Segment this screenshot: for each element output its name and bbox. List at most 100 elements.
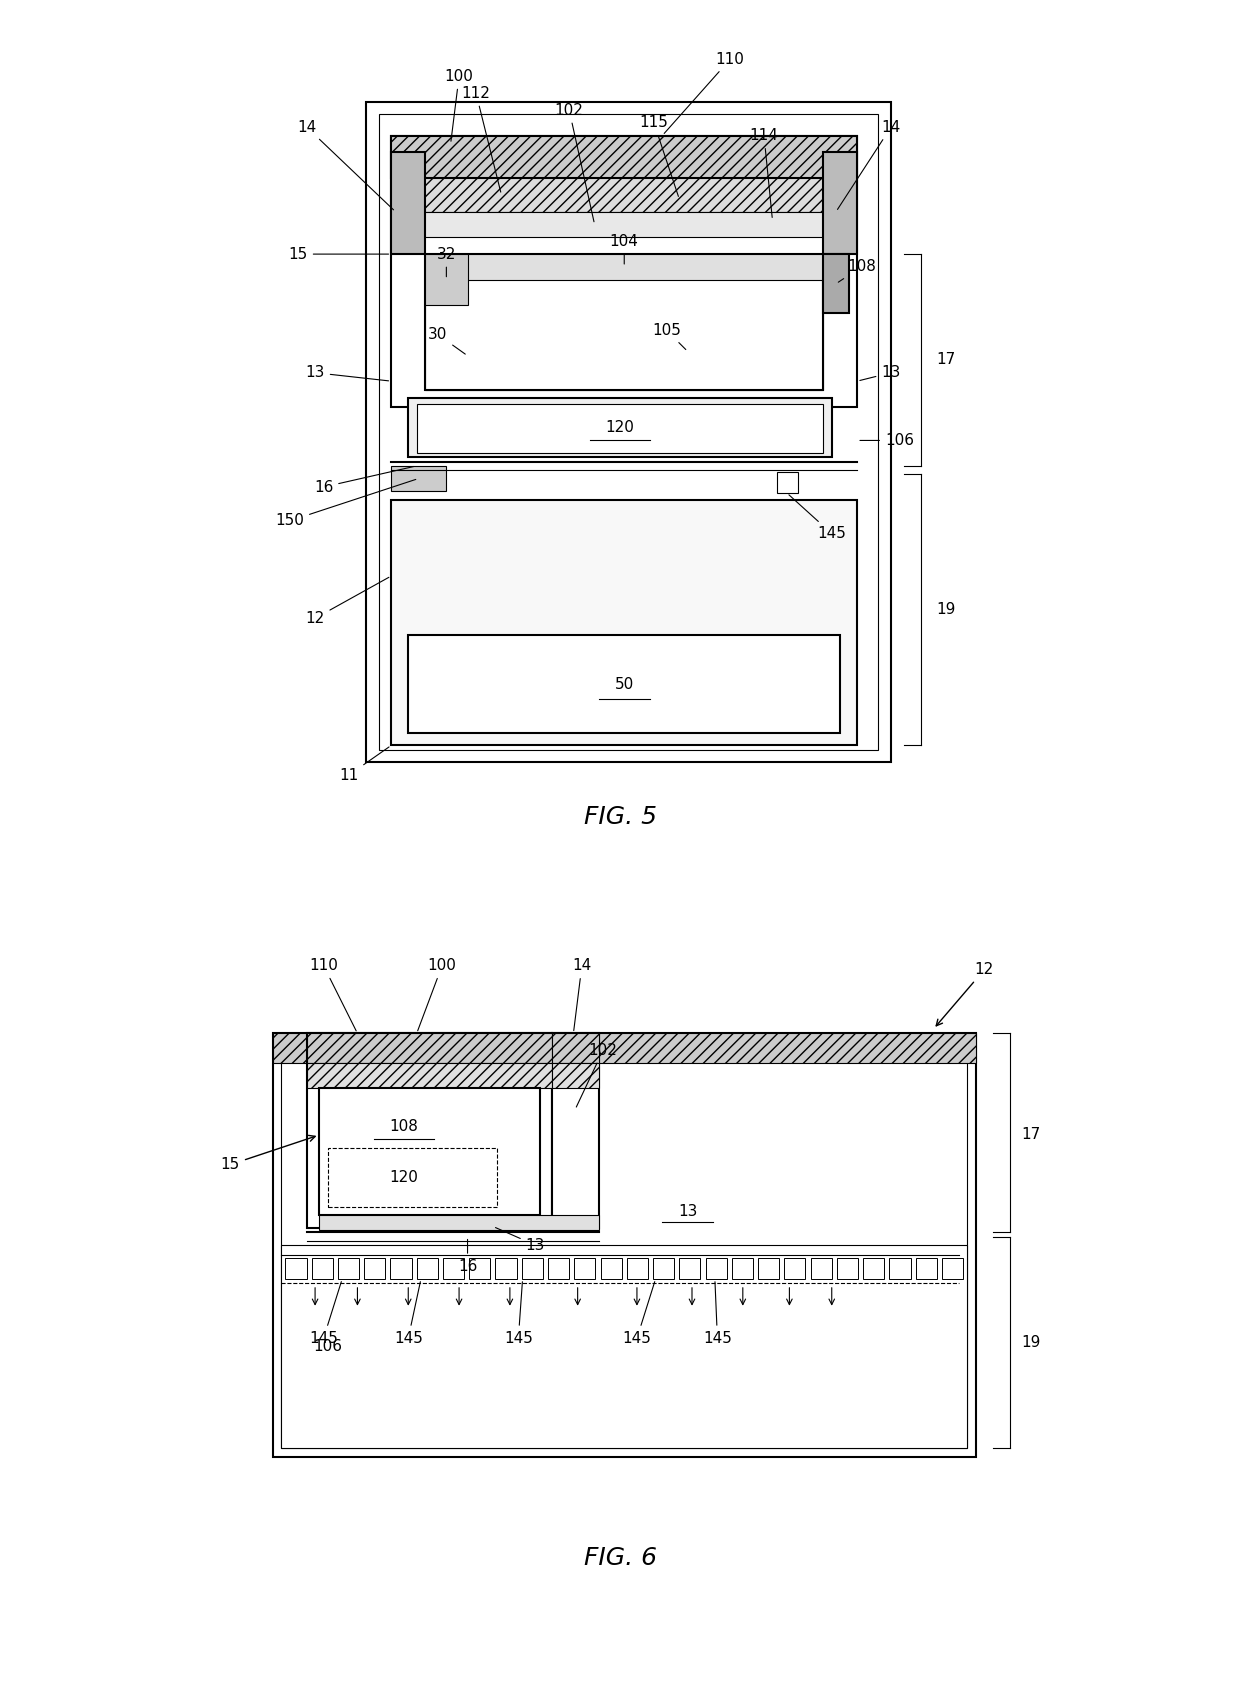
Text: 112: 112 (461, 86, 501, 191)
Text: 14: 14 (298, 120, 393, 210)
Text: 108: 108 (838, 259, 875, 283)
Text: 17: 17 (1022, 1128, 1040, 1142)
Text: 150: 150 (275, 479, 415, 529)
Bar (732, 1257, 753, 1279)
Text: 120: 120 (389, 1171, 418, 1184)
Bar (915, 1257, 936, 1279)
Bar (680, 1257, 701, 1279)
Text: 106: 106 (859, 434, 914, 447)
Text: 120: 120 (605, 420, 635, 435)
Bar (496, 1257, 517, 1279)
Bar (889, 1257, 910, 1279)
Bar (281, 1245, 967, 1448)
Bar (552, 1033, 599, 1064)
Text: 102: 102 (577, 1044, 618, 1108)
Text: 32: 32 (436, 247, 456, 276)
Bar (823, 254, 848, 313)
Text: 108: 108 (389, 1120, 418, 1133)
Bar (339, 1257, 360, 1279)
Bar (552, 1033, 599, 1228)
Bar (548, 1257, 569, 1279)
Bar (417, 403, 823, 452)
Bar (404, 212, 844, 237)
Text: 145: 145 (394, 1282, 423, 1345)
Bar (552, 1064, 599, 1088)
Text: 11: 11 (340, 747, 389, 783)
Text: 104: 104 (610, 234, 639, 264)
Text: 114: 114 (749, 129, 779, 217)
Bar (837, 1257, 858, 1279)
Text: 102: 102 (554, 103, 594, 222)
Bar (285, 1257, 306, 1279)
Text: 19: 19 (936, 603, 956, 617)
Bar (391, 1257, 412, 1279)
Bar (443, 1257, 464, 1279)
Bar (273, 1033, 976, 1457)
Text: 110: 110 (309, 959, 356, 1032)
Bar (600, 1257, 621, 1279)
Bar (306, 1033, 552, 1064)
Bar (823, 152, 857, 254)
Text: 145: 145 (703, 1282, 732, 1345)
Bar (863, 1257, 884, 1279)
Bar (366, 102, 892, 762)
Bar (404, 178, 844, 212)
Bar (327, 1149, 497, 1206)
Text: 106: 106 (314, 1340, 342, 1354)
Bar (425, 254, 823, 280)
Text: 13: 13 (678, 1204, 697, 1218)
Bar (408, 635, 841, 732)
Bar (320, 1215, 599, 1230)
Bar (273, 1033, 976, 1064)
Text: 115: 115 (640, 115, 678, 197)
Bar (417, 1257, 438, 1279)
Bar (574, 1257, 595, 1279)
Bar (942, 1257, 963, 1279)
Bar (425, 254, 823, 390)
Text: 13: 13 (305, 366, 388, 381)
Bar (522, 1257, 543, 1279)
Text: 19: 19 (1021, 1335, 1040, 1350)
Text: 100: 100 (445, 69, 474, 141)
Bar (365, 1257, 386, 1279)
Text: 145: 145 (789, 495, 846, 540)
Text: 15: 15 (221, 1135, 315, 1172)
Bar (392, 136, 857, 407)
Text: FIG. 5: FIG. 5 (584, 805, 656, 830)
Text: 12: 12 (936, 962, 993, 1027)
Bar (469, 1257, 490, 1279)
Text: 12: 12 (305, 578, 389, 625)
Bar (311, 1257, 332, 1279)
Bar (785, 1257, 806, 1279)
Text: 100: 100 (418, 959, 456, 1030)
Text: 13: 13 (859, 366, 900, 381)
Text: 50: 50 (615, 678, 634, 691)
Text: 13: 13 (496, 1228, 546, 1252)
Text: 14: 14 (572, 959, 591, 1030)
Text: 16: 16 (314, 466, 414, 495)
Text: FIG. 6: FIG. 6 (584, 1547, 656, 1570)
Bar (626, 1257, 649, 1279)
Bar (306, 1033, 552, 1228)
Text: 145: 145 (622, 1282, 655, 1345)
Text: 30: 30 (428, 327, 465, 354)
Bar (408, 398, 832, 457)
Bar (392, 136, 857, 178)
Bar (811, 1257, 832, 1279)
Text: 17: 17 (936, 352, 956, 368)
Bar (758, 1257, 779, 1279)
Text: 15: 15 (289, 247, 388, 261)
Bar (306, 1064, 552, 1088)
Text: 105: 105 (652, 324, 686, 349)
Text: 16: 16 (458, 1240, 477, 1274)
Bar (425, 254, 467, 305)
Bar (392, 466, 446, 491)
Bar (653, 1257, 675, 1279)
Bar (392, 152, 425, 254)
Text: 14: 14 (837, 120, 900, 210)
Bar (320, 1088, 539, 1215)
Bar (392, 500, 857, 745)
Bar (378, 113, 878, 749)
Bar (776, 471, 797, 493)
Bar (425, 254, 823, 390)
